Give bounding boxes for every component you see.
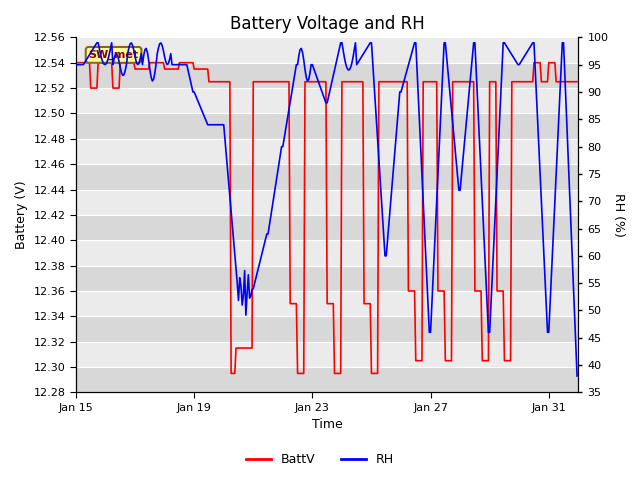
Legend: BattV, RH: BattV, RH: [241, 448, 399, 471]
Text: SW_met: SW_met: [88, 50, 139, 60]
Y-axis label: Battery (V): Battery (V): [15, 180, 28, 249]
Title: Battery Voltage and RH: Battery Voltage and RH: [230, 15, 424, 33]
Bar: [76, 316, 579, 342]
Bar: [76, 113, 579, 139]
Bar: [76, 139, 579, 164]
Bar: [76, 63, 579, 88]
Bar: [76, 265, 579, 291]
X-axis label: Time: Time: [312, 419, 342, 432]
Bar: [76, 37, 579, 63]
Bar: [76, 240, 579, 265]
Bar: [76, 190, 579, 215]
Y-axis label: RH (%): RH (%): [612, 193, 625, 237]
Bar: [76, 164, 579, 190]
Bar: [76, 367, 579, 393]
Bar: [76, 342, 579, 367]
Bar: [76, 291, 579, 316]
Bar: [76, 215, 579, 240]
Bar: [76, 88, 579, 113]
